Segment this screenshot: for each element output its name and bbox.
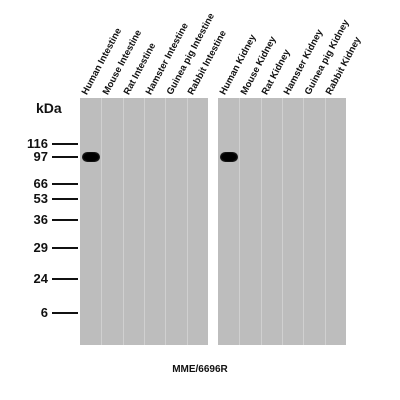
- lane-divider: [165, 98, 167, 345]
- lane-divider: [186, 98, 188, 345]
- lane-divider: [101, 98, 103, 345]
- lane: [165, 98, 186, 345]
- y-axis-unit: kDa: [36, 100, 62, 116]
- lane: [80, 98, 101, 345]
- lane-divider: [324, 98, 326, 345]
- lane: [218, 98, 239, 345]
- lane: [261, 98, 282, 345]
- marker-label: 24: [33, 271, 48, 286]
- marker-label: 36: [33, 212, 48, 227]
- lane: [282, 98, 303, 345]
- marker-label: 6: [40, 305, 48, 320]
- lane-divider: [239, 98, 241, 345]
- marker-tick: [52, 247, 78, 249]
- lane: [239, 98, 260, 345]
- lane-divider: [122, 98, 124, 345]
- lane: [101, 98, 122, 345]
- lane-divider: [260, 98, 262, 345]
- protein-band: [220, 152, 239, 162]
- lane-divider: [303, 98, 305, 345]
- marker-label: 29: [33, 240, 48, 255]
- marker-label: 53: [33, 191, 48, 206]
- lane-divider: [282, 98, 283, 345]
- lane: [187, 98, 208, 345]
- marker-tick: [52, 219, 78, 221]
- lane: [325, 98, 346, 345]
- marker-tick: [52, 156, 78, 158]
- lane: [303, 98, 324, 345]
- marker-tick: [52, 198, 78, 200]
- lane: [144, 98, 165, 345]
- marker-tick: [52, 278, 78, 280]
- marker-label: 116: [27, 136, 48, 151]
- lane-divider: [144, 98, 145, 345]
- blot-panel: [218, 98, 346, 345]
- lane: [123, 98, 144, 345]
- protein-band: [82, 152, 101, 162]
- marker-tick: [52, 143, 78, 145]
- marker-label: 97: [33, 149, 48, 164]
- antibody-caption: MME/6696R: [172, 364, 228, 375]
- marker-tick: [52, 312, 78, 314]
- marker-tick: [52, 183, 78, 185]
- marker-label: 66: [33, 176, 48, 191]
- blot-panel: [80, 98, 208, 345]
